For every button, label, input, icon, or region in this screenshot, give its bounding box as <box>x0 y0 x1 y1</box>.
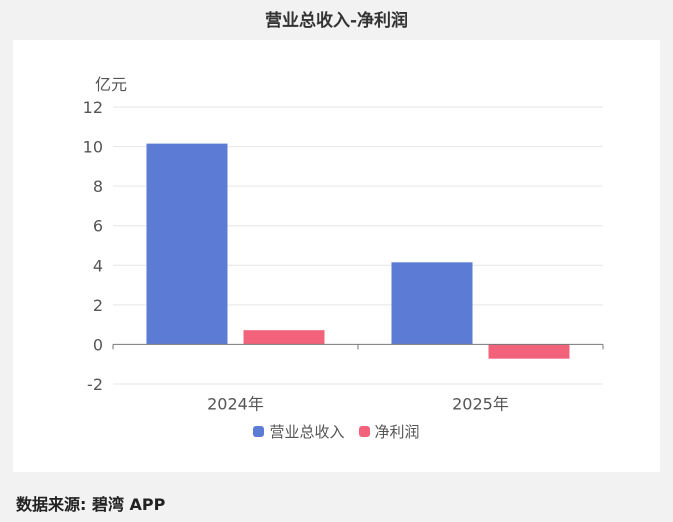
legend-label-revenue: 营业总收入 <box>269 423 345 441</box>
y-axis-unit-label: 亿元 <box>95 75 127 94</box>
x-tick-label: 2024年 <box>207 394 264 413</box>
chart-title: 营业总收入-净利润 <box>264 11 409 31</box>
legend-item-revenue[interactable]: 营业总收入 <box>253 421 345 442</box>
y-tick-label: 0 <box>93 335 103 354</box>
y-tick-label: 2 <box>93 296 103 315</box>
legend: 营业总收入 净利润 <box>13 421 660 442</box>
y-tick-label: 12 <box>83 98 103 117</box>
x-tick-label: 2025年 <box>452 394 509 413</box>
chart-panel: 亿元 -2 0 2 4 6 8 10 12 2024年 2025年 营业总收入 净利润 <box>13 40 660 472</box>
bar-revenue-1 <box>391 262 473 345</box>
y-tick-label: 4 <box>93 256 103 275</box>
bar-net-profit-1 <box>488 344 570 359</box>
y-tick-label: 6 <box>93 217 103 236</box>
legend-swatch-net-profit <box>358 426 370 437</box>
legend-item-net-profit[interactable]: 净利润 <box>358 421 420 442</box>
legend-swatch-revenue <box>253 426 265 437</box>
bar-revenue-0 <box>146 143 228 345</box>
bar-chart: 亿元 -2 0 2 4 6 8 10 12 2024年 2025年 <box>83 75 604 413</box>
legend-label-net-profit: 净利润 <box>374 423 420 441</box>
y-tick-label: 8 <box>93 177 103 196</box>
bar-net-profit-0 <box>243 330 325 345</box>
source-label: 数据来源: 碧湾 APP <box>16 495 166 514</box>
y-tick-label: 10 <box>83 138 103 157</box>
y-tick-label: -2 <box>87 375 103 394</box>
